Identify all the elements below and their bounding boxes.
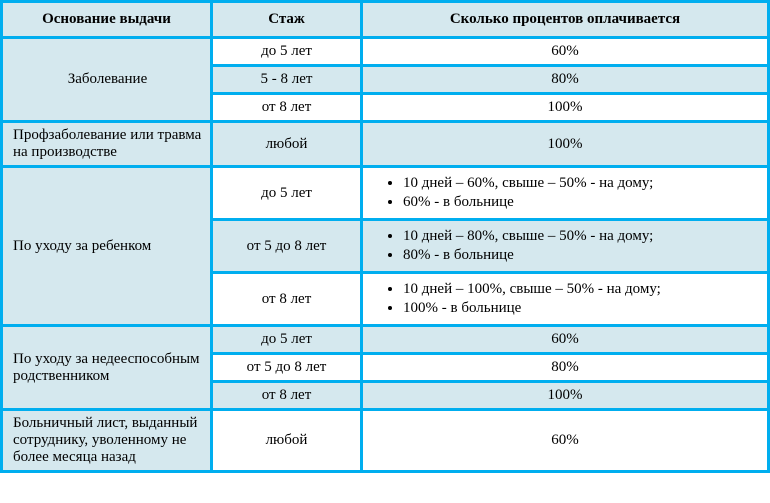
percent-cell: 10 дней – 60%, свыше – 50% - на дому;60%… <box>362 167 769 220</box>
percent-cell: 100% <box>362 94 769 122</box>
percent-bullet-item: 10 дней – 100%, свыше – 50% - на дому; <box>403 280 759 299</box>
percent-bullet-item: 100% - в больнице <box>403 299 759 318</box>
basis-cell: По уходу за ребенком <box>2 167 212 326</box>
percent-bullet-item: 10 дней – 60%, свыше – 50% - на дому; <box>403 174 759 193</box>
percent-cell: 60% <box>362 38 769 66</box>
experience-cell: от 8 лет <box>212 273 362 326</box>
experience-cell: от 5 до 8 лет <box>212 220 362 273</box>
percent-bullets: 10 дней – 100%, свыше – 50% - на дому;10… <box>403 278 759 320</box>
percent-cell: 60% <box>362 410 769 472</box>
header-basis: Основание выдачи <box>2 2 212 38</box>
percent-cell: 100% <box>362 122 769 167</box>
percent-cell: 80% <box>362 354 769 382</box>
percent-cell: 80% <box>362 66 769 94</box>
percent-bullet-item: 80% - в больнице <box>403 246 759 265</box>
experience-cell: любой <box>212 410 362 472</box>
percent-bullet-item: 60% - в больнице <box>403 193 759 212</box>
percent-cell: 10 дней – 80%, свыше – 50% - на дому;80%… <box>362 220 769 273</box>
percent-bullets: 10 дней – 60%, свыше – 50% - на дому;60%… <box>403 172 759 214</box>
header-percent: Сколько процентов оплачивается <box>362 2 769 38</box>
percent-cell: 60% <box>362 326 769 354</box>
percent-bullets: 10 дней – 80%, свыше – 50% - на дому;80%… <box>403 225 759 267</box>
experience-cell: до 5 лет <box>212 38 362 66</box>
basis-cell: Профзаболевание или травма на производст… <box>2 122 212 167</box>
basis-cell: По уходу за недееспособным родственником <box>2 326 212 410</box>
experience-cell: 5 - 8 лет <box>212 66 362 94</box>
header-experience: Стаж <box>212 2 362 38</box>
percent-cell: 10 дней – 100%, свыше – 50% - на дому;10… <box>362 273 769 326</box>
basis-cell: Заболевание <box>2 38 212 122</box>
payment-table: Основание выдачи Стаж Сколько процентов … <box>0 0 770 473</box>
basis-cell: Больничный лист, выданный сотруднику, ув… <box>2 410 212 472</box>
experience-cell: до 5 лет <box>212 167 362 220</box>
percent-cell: 100% <box>362 382 769 410</box>
experience-cell: любой <box>212 122 362 167</box>
experience-cell: до 5 лет <box>212 326 362 354</box>
experience-cell: от 5 до 8 лет <box>212 354 362 382</box>
percent-bullet-item: 10 дней – 80%, свыше – 50% - на дому; <box>403 227 759 246</box>
experience-cell: от 8 лет <box>212 94 362 122</box>
experience-cell: от 8 лет <box>212 382 362 410</box>
